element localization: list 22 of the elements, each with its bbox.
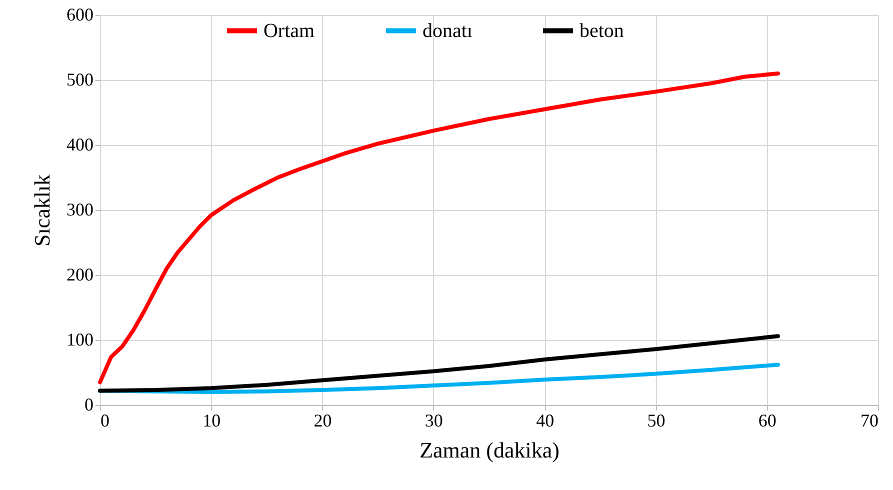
- y-tick-label: 100: [66, 330, 94, 350]
- y-tick-label: 0: [84, 394, 94, 414]
- y-tick-label: 300: [66, 200, 94, 220]
- y-tick-label: 600: [66, 4, 94, 24]
- y-tick-label: 200: [66, 264, 94, 284]
- x-tick-label: 20: [314, 410, 332, 430]
- x-tick-label: 60: [758, 410, 776, 430]
- x-tick-label: 10: [202, 410, 221, 430]
- x-axis-title: Zaman (dakika): [420, 438, 560, 462]
- x-tick-label: 50: [647, 410, 666, 430]
- y-tick-label: 500: [66, 70, 94, 90]
- y-axis-title: Sıcaklık: [30, 174, 54, 247]
- legend-label: Ortam: [263, 20, 316, 42]
- y-tick-label: 400: [66, 134, 94, 154]
- line-series: [98, 334, 780, 393]
- legend-label: donatı: [422, 20, 473, 42]
- x-tick-label: 0: [100, 410, 110, 430]
- x-tick-label: 30: [424, 410, 443, 430]
- legend-label: beton: [579, 20, 624, 42]
- x-tick-label: 70: [860, 410, 878, 430]
- x-tick-label: 40: [536, 410, 554, 430]
- line-series: [98, 72, 780, 384]
